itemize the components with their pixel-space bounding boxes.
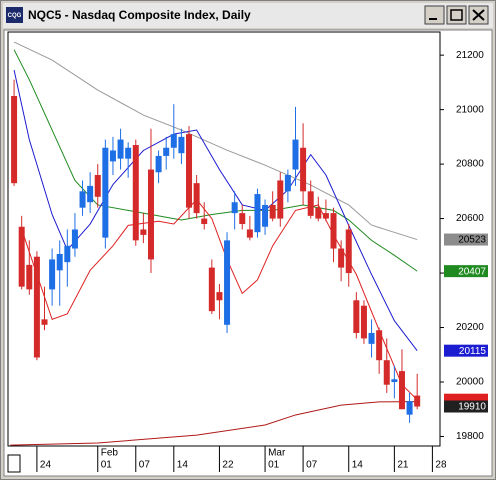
candle-body	[170, 134, 177, 148]
candle-body	[147, 169, 154, 260]
candle-body	[26, 264, 33, 290]
candle-body	[292, 139, 299, 170]
candle-body	[391, 379, 398, 382]
x-tick-label: 01	[268, 460, 280, 471]
candle-body	[345, 229, 352, 274]
title-bar	[3, 3, 493, 28]
candle-body	[338, 248, 345, 268]
candle-body	[398, 371, 405, 410]
candle-body	[71, 229, 78, 249]
candle-body	[178, 136, 185, 154]
candle-body	[87, 185, 94, 203]
x-tick-label: 14	[177, 460, 189, 471]
button-glyph	[472, 9, 485, 21]
last-value-label: 20523	[458, 235, 486, 246]
last-value-label: 20407	[458, 266, 486, 277]
y-tick-label: 20000	[456, 377, 484, 388]
candle-body	[18, 226, 25, 287]
candle-body	[246, 229, 253, 238]
candle-body	[11, 96, 18, 184]
moving-average-line	[13, 41, 418, 241]
y-tick-label: 19800	[456, 431, 484, 442]
candle-body	[193, 183, 200, 214]
candle-body	[383, 360, 390, 385]
button-box[interactable]	[446, 5, 467, 25]
candle-body	[277, 180, 284, 219]
candle-body	[49, 259, 56, 290]
candle-body	[201, 218, 208, 225]
minimize-button[interactable]	[424, 5, 445, 25]
candle-body	[208, 267, 215, 312]
candle-body	[406, 401, 413, 415]
button-glyph	[450, 9, 463, 21]
candle-body	[262, 204, 269, 227]
month-label: Mar	[268, 448, 286, 459]
last-value-box	[444, 400, 488, 413]
x-tick-label: 22	[222, 460, 234, 471]
candle-body	[117, 139, 124, 159]
last-value-label: 19910	[458, 402, 486, 413]
candle-body	[155, 155, 162, 173]
y-tick-label: 20200	[456, 322, 484, 333]
y-tick-label: 21000	[456, 104, 484, 115]
maximize-button[interactable]	[446, 5, 467, 25]
x-tick-label: 01	[101, 460, 113, 471]
x-tick-label: 28	[435, 460, 447, 471]
button-box[interactable]	[424, 5, 445, 25]
candle-body	[33, 256, 40, 358]
candle-body	[216, 292, 223, 301]
y-tick-label: 21200	[456, 50, 484, 61]
x-tick-label: 07	[139, 460, 151, 471]
candle-body	[79, 191, 86, 208]
candle-body	[315, 207, 322, 219]
candle-body	[307, 191, 314, 216]
y-tick-label: 20800	[456, 159, 484, 170]
window-title: NQC5 - Nasdaq Composite Index, Daily	[28, 8, 251, 22]
candle-body	[186, 134, 193, 208]
candle-body	[269, 204, 276, 219]
scroll-box[interactable]	[7, 454, 21, 473]
candle-body	[102, 147, 109, 238]
last-value-box	[444, 265, 488, 278]
candle-body	[360, 305, 367, 339]
candle-body	[330, 213, 337, 249]
candle-body	[414, 395, 421, 407]
candle-body	[322, 213, 329, 219]
candle-body	[239, 213, 246, 225]
candle-body	[231, 202, 238, 214]
app-icon-text: CQG	[8, 13, 22, 19]
candle-body	[368, 332, 375, 344]
candle-body	[300, 147, 307, 192]
candle-body	[376, 330, 383, 361]
app-icon	[6, 7, 23, 23]
moving-average-line	[13, 49, 418, 272]
candle-body	[56, 253, 63, 271]
candle-body	[109, 150, 116, 162]
month-label: Feb	[101, 448, 119, 459]
moving-average-line	[10, 401, 418, 446]
plot-area	[7, 31, 441, 447]
candle-body	[132, 145, 139, 241]
candle-body	[94, 174, 101, 197]
y-tick-label: 20600	[456, 213, 484, 224]
last-value-box	[444, 344, 488, 357]
last-value-label: 20115	[459, 346, 487, 357]
candle-body	[125, 147, 132, 159]
candle-body	[64, 245, 71, 263]
candle-body	[140, 229, 147, 235]
candle-body	[41, 319, 48, 325]
candle-body	[353, 300, 360, 333]
x-tick-label: 21	[397, 460, 409, 471]
candle-body	[254, 194, 261, 233]
x-tick-label: 14	[352, 460, 364, 471]
candle-body	[284, 174, 291, 192]
candle-body	[224, 240, 231, 325]
last-value-box	[444, 233, 488, 246]
close-button[interactable]	[468, 5, 489, 25]
x-tick-label: 07	[306, 460, 318, 471]
x-tick-label: 24	[40, 460, 52, 471]
candle-body	[163, 147, 170, 156]
